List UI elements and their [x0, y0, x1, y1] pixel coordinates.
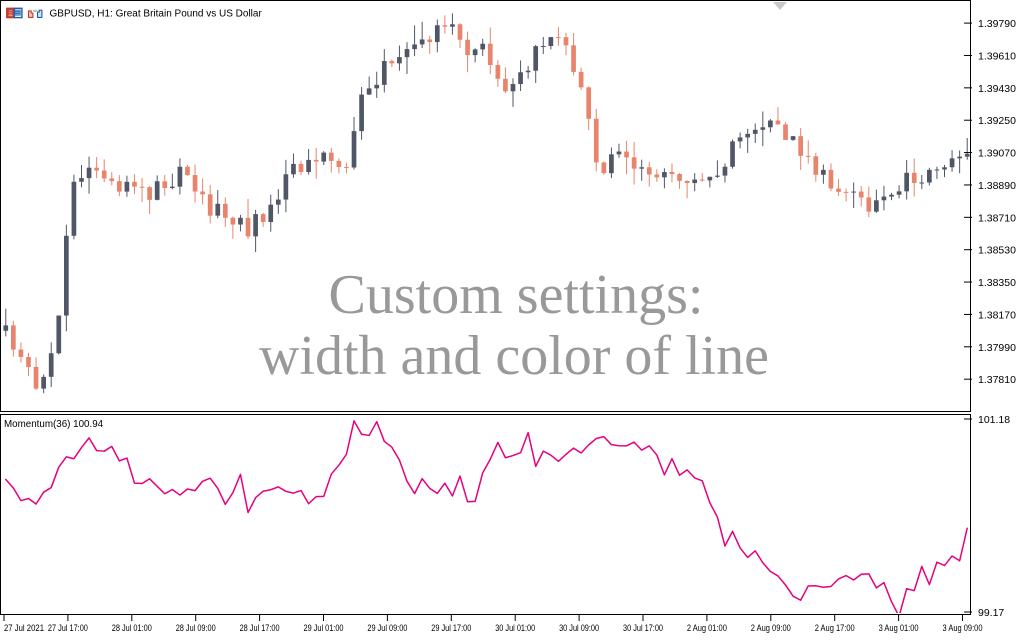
svg-text:29 Jul 01:00: 29 Jul 01:00: [304, 623, 344, 634]
svg-text:28 Jul 01:00: 28 Jul 01:00: [112, 623, 152, 634]
svg-text:3 Aug 01:00: 3 Aug 01:00: [879, 623, 919, 634]
svg-text:1.39790: 1.39790: [978, 18, 1016, 30]
svg-text:30 Jul 09:00: 30 Jul 09:00: [559, 623, 599, 634]
svg-text:2 Aug 09:00: 2 Aug 09:00: [751, 623, 791, 634]
svg-text:28 Jul 09:00: 28 Jul 09:00: [176, 623, 216, 634]
svg-text:27 Jul 2021: 27 Jul 2021: [4, 623, 44, 634]
svg-text:30 Jul 17:00: 30 Jul 17:00: [623, 623, 663, 634]
svg-text:29 Jul 17:00: 29 Jul 17:00: [431, 623, 471, 634]
svg-text:1.38890: 1.38890: [978, 180, 1016, 192]
svg-text:1.39070: 1.39070: [978, 148, 1016, 160]
svg-text:1.37810: 1.37810: [978, 374, 1016, 386]
svg-text:3 Aug 09:00: 3 Aug 09:00: [943, 623, 983, 634]
svg-text:Momentum(36) 100.94: Momentum(36) 100.94: [4, 419, 104, 430]
svg-text:101.18: 101.18: [978, 414, 1010, 426]
svg-text:1.39610: 1.39610: [978, 50, 1016, 62]
svg-text:1.39250: 1.39250: [978, 115, 1016, 127]
svg-text:1.38350: 1.38350: [978, 277, 1016, 289]
svg-text:27 Jul 17:00: 27 Jul 17:00: [48, 623, 88, 634]
svg-text:29 Jul 09:00: 29 Jul 09:00: [367, 623, 407, 634]
svg-text:Custom settings:: Custom settings:: [329, 264, 704, 326]
svg-text:1.38710: 1.38710: [978, 212, 1016, 224]
svg-text:28 Jul 17:00: 28 Jul 17:00: [240, 623, 280, 634]
svg-text:99.17: 99.17: [978, 607, 1004, 619]
svg-text:1.38530: 1.38530: [978, 245, 1016, 257]
svg-text:1.37990: 1.37990: [978, 342, 1016, 354]
svg-text:2 Aug 01:00: 2 Aug 01:00: [687, 623, 727, 634]
svg-text:30 Jul 01:00: 30 Jul 01:00: [495, 623, 535, 634]
svg-text:GBPUSD, H1: Great Britain Pou: GBPUSD, H1: Great Britain Pound vs US Do…: [50, 9, 263, 20]
svg-text:2 Aug 17:00: 2 Aug 17:00: [815, 623, 855, 634]
svg-text:1.38170: 1.38170: [978, 309, 1016, 321]
svg-text:width and color of line: width and color of line: [259, 325, 769, 387]
svg-text:1.39430: 1.39430: [978, 83, 1016, 95]
